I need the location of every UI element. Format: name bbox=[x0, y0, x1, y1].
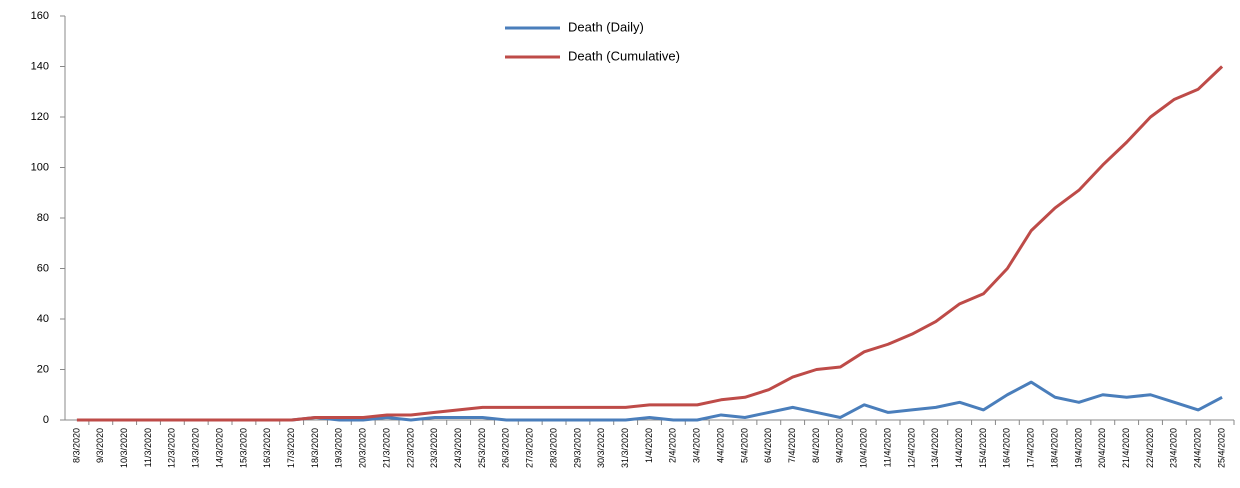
y-tick-label: 160 bbox=[31, 10, 49, 22]
y-tick-label: 60 bbox=[37, 262, 49, 274]
x-tick-label: 17/4/2020 bbox=[1026, 428, 1036, 468]
x-tick-label: 30/3/2020 bbox=[596, 428, 606, 468]
x-tick-label: 3/4/2020 bbox=[692, 428, 702, 463]
x-tick-label: 18/4/2020 bbox=[1049, 428, 1059, 468]
x-tick-label: 22/3/2020 bbox=[405, 428, 415, 468]
x-tick-label: 2/4/2020 bbox=[668, 428, 678, 463]
x-tick-label: 6/4/2020 bbox=[763, 428, 773, 463]
y-tick-label: 20 bbox=[37, 363, 49, 375]
x-tick-label: 8/4/2020 bbox=[811, 428, 821, 463]
x-tick-label: 10/4/2020 bbox=[859, 428, 869, 468]
x-tick-label: 14/3/2020 bbox=[214, 428, 224, 468]
x-tick-label: 27/3/2020 bbox=[525, 428, 535, 468]
x-tick-label: 25/4/2020 bbox=[1216, 428, 1226, 468]
legend-label: Death (Cumulative) bbox=[568, 48, 680, 63]
series-line bbox=[76, 65, 1224, 422]
x-tick-label: 13/3/2020 bbox=[191, 428, 201, 468]
y-tick-label: 80 bbox=[37, 212, 49, 224]
x-tick-label: 23/3/2020 bbox=[429, 428, 439, 468]
x-tick-label: 17/3/2020 bbox=[286, 428, 296, 468]
x-tick-label: 11/3/2020 bbox=[143, 428, 153, 467]
x-tick-label: 24/4/2020 bbox=[1193, 428, 1203, 468]
x-tick-label: 8/3/2020 bbox=[71, 428, 81, 463]
y-tick-label: 120 bbox=[31, 111, 49, 123]
x-tick-label: 20/4/2020 bbox=[1097, 428, 1107, 468]
x-tick-label: 10/3/2020 bbox=[119, 428, 129, 468]
x-tick-label: 23/4/2020 bbox=[1169, 428, 1179, 468]
x-tick-label: 20/3/2020 bbox=[358, 428, 368, 468]
x-tick-label: 11/4/2020 bbox=[882, 428, 892, 467]
x-tick-label: 15/3/2020 bbox=[238, 428, 248, 468]
x-tick-label: 13/4/2020 bbox=[930, 428, 940, 468]
series-line bbox=[76, 380, 1223, 422]
x-tick-label: 12/4/2020 bbox=[906, 428, 916, 468]
x-tick-label: 21/3/2020 bbox=[381, 428, 391, 468]
x-tick-label: 1/4/2020 bbox=[644, 428, 654, 463]
x-tick-label: 29/3/2020 bbox=[572, 428, 582, 468]
x-tick-label: 25/3/2020 bbox=[477, 428, 487, 468]
x-tick-label: 19/3/2020 bbox=[334, 428, 344, 468]
x-tick-label: 26/3/2020 bbox=[501, 428, 511, 468]
y-tick-label: 140 bbox=[31, 60, 49, 72]
y-tick-label: 0 bbox=[43, 414, 49, 426]
x-tick-label: 16/3/2020 bbox=[262, 428, 272, 468]
x-tick-label: 21/4/2020 bbox=[1121, 428, 1131, 468]
y-tick-label: 40 bbox=[37, 313, 49, 325]
x-tick-label: 18/3/2020 bbox=[310, 428, 320, 468]
x-tick-label: 31/3/2020 bbox=[620, 428, 630, 468]
x-tick-label: 9/4/2020 bbox=[835, 428, 845, 463]
x-tick-label: 12/3/2020 bbox=[167, 428, 177, 468]
x-tick-label: 16/4/2020 bbox=[1002, 428, 1012, 468]
x-tick-label: 24/3/2020 bbox=[453, 428, 463, 468]
y-tick-label: 100 bbox=[31, 161, 49, 173]
x-tick-label: 15/4/2020 bbox=[978, 428, 988, 468]
x-tick-label: 22/4/2020 bbox=[1145, 428, 1155, 468]
x-tick-label: 19/4/2020 bbox=[1073, 428, 1083, 468]
x-tick-label: 9/3/2020 bbox=[95, 428, 105, 463]
legend-label: Death (Daily) bbox=[568, 19, 644, 34]
x-tick-label: 5/4/2020 bbox=[739, 428, 749, 463]
x-tick-label: 4/4/2020 bbox=[715, 428, 725, 463]
x-tick-label: 28/3/2020 bbox=[548, 428, 558, 468]
x-tick-label: 14/4/2020 bbox=[954, 428, 964, 468]
x-tick-label: 7/4/2020 bbox=[787, 428, 797, 463]
